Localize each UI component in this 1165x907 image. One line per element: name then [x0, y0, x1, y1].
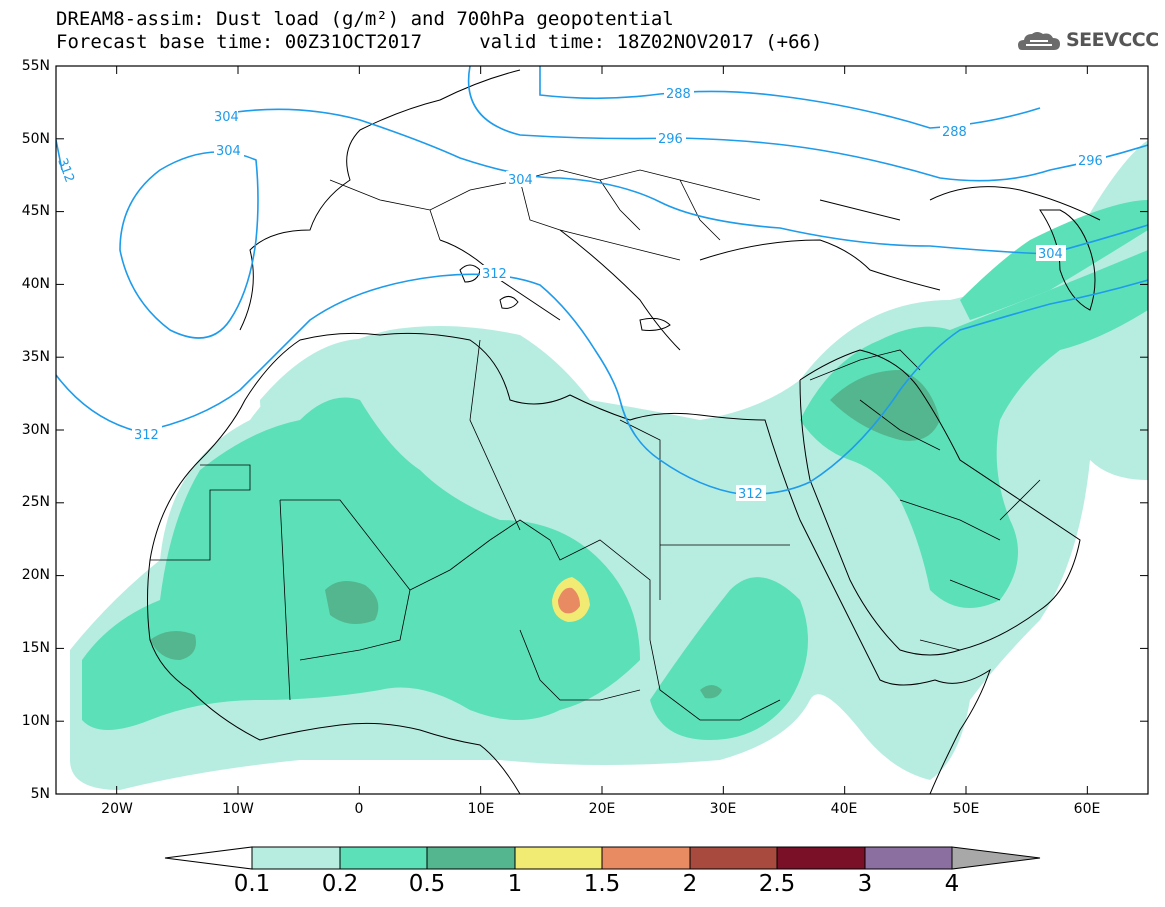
dust-field-light-nw: [260, 338, 387, 440]
dust-field-dark-4: [700, 685, 722, 699]
contour-304-ring: [119, 151, 259, 339]
lat-label-45n: 45N: [21, 203, 50, 219]
dust-field-dark-2: [150, 631, 196, 660]
seevccc-logo: SEEVCCC: [1016, 26, 1159, 56]
forecast-times: Forecast base time: 00Z31OCT2017 valid t…: [56, 31, 823, 53]
colorbar-bin-2: [339, 846, 428, 870]
contour-312-north: [56, 273, 1148, 496]
lon-label-10e: 10E: [467, 801, 495, 817]
borders: [150, 169, 1041, 721]
colorbar-label-2: 2: [682, 871, 698, 897]
lat-label-5n: 5N: [30, 786, 50, 802]
lat-label-50n: 50N: [21, 131, 50, 147]
contour-label-288-a: 288: [666, 87, 691, 102]
colorbar-label-0-5: 0.5: [408, 871, 446, 897]
lon-label-30e: 30E: [709, 801, 737, 817]
dust-field-dark-1: [325, 581, 379, 624]
colorbar-label-0-2: 0.2: [321, 871, 359, 897]
mediterranean-islands: [459, 264, 671, 331]
colorbar-label-2-5: 2.5: [758, 871, 796, 897]
colorbar-bin-8: [864, 846, 953, 870]
lat-label-35n: 35N: [21, 349, 50, 365]
cloud-logo-icon: [1018, 32, 1060, 50]
africa-coast: [149, 332, 991, 794]
colorbar: [164, 846, 1041, 870]
lon-label-20e: 20E: [588, 801, 616, 817]
contour-288: [539, 66, 1041, 129]
contour-296: [467, 66, 1148, 182]
colorbar-bin-3: [426, 846, 516, 870]
dust-field-medium-mideast: [800, 250, 1148, 608]
dust-field-orange: [558, 587, 580, 614]
lat-label-55n: 55N: [21, 58, 50, 74]
colorbar-bin-1: [251, 846, 341, 870]
contour-label-304-a: 304: [214, 110, 239, 125]
lon-label-40e: 40E: [830, 801, 858, 817]
colorbar-bin-4: [514, 846, 603, 870]
contour-label-304-b: 304: [216, 144, 241, 159]
colorbar-lower-arrow: [164, 846, 253, 870]
lon-label-60e: 60E: [1073, 801, 1101, 817]
colorbar-bin-7: [776, 846, 866, 870]
contour-label-304-c: 304: [508, 173, 533, 188]
lat-label-40n: 40N: [21, 276, 50, 292]
map-title: DREAM8-assim: Dust load (g/m²) and 700hP…: [56, 8, 674, 30]
colorbar-bin-5: [601, 846, 691, 870]
sahara-borders: [150, 339, 790, 721]
logo-text: SEEVCCC: [1066, 29, 1159, 51]
lon-label-0: 0: [354, 801, 364, 817]
west-africa-coast: [147, 559, 521, 794]
axis-ticks: [56, 65, 1148, 795]
dust-field-medium-west: [82, 397, 640, 730]
colorbar-bin-6: [689, 846, 778, 870]
arabia-coast: [799, 349, 1081, 656]
dust-field-dark-3: [830, 370, 940, 441]
colorbar-label-1: 1: [507, 871, 523, 897]
colorbar-label-4: 4: [944, 871, 960, 897]
colorbar-label-0-1: 0.1: [233, 871, 271, 897]
contour-label-296-b: 296: [1078, 154, 1103, 169]
contour-label-288-b: 288: [942, 125, 967, 140]
lat-label-30n: 30N: [21, 422, 50, 438]
lat-label-25n: 25N: [21, 494, 50, 510]
lon-label-10w: 10W: [222, 801, 254, 817]
contour-label-312-b: 312: [134, 428, 159, 443]
contour-labels: 288 288 296 296 304 304 304 304 312 312 …: [54, 85, 1106, 502]
lon-label-50e: 50E: [952, 801, 980, 817]
colorbar-upper-arrow: [951, 846, 1041, 870]
contour-label-312-d: 312: [54, 156, 77, 184]
contour-312-frame: [56, 139, 63, 171]
dust-fields: [70, 140, 1148, 790]
contour-label-312-a: 312: [482, 267, 507, 282]
contour-304-north: [235, 108, 1148, 255]
dust-field-medium-east: [650, 577, 808, 740]
europe-borders: [329, 169, 761, 261]
lat-label-20n: 20N: [21, 567, 50, 583]
contour-label-296-a: 296: [658, 132, 683, 147]
lat-label-15n: 15N: [21, 640, 50, 656]
colorbar-label-1-5: 1.5: [583, 871, 621, 897]
lat-label-10n: 10N: [21, 713, 50, 729]
contour-label-304-d: 304: [1038, 247, 1063, 262]
contour-label-312-c: 312: [738, 487, 763, 502]
colorbar-label-3: 3: [857, 871, 873, 897]
lon-label-20w: 20W: [101, 801, 133, 817]
mideast-borders: [809, 349, 1041, 651]
